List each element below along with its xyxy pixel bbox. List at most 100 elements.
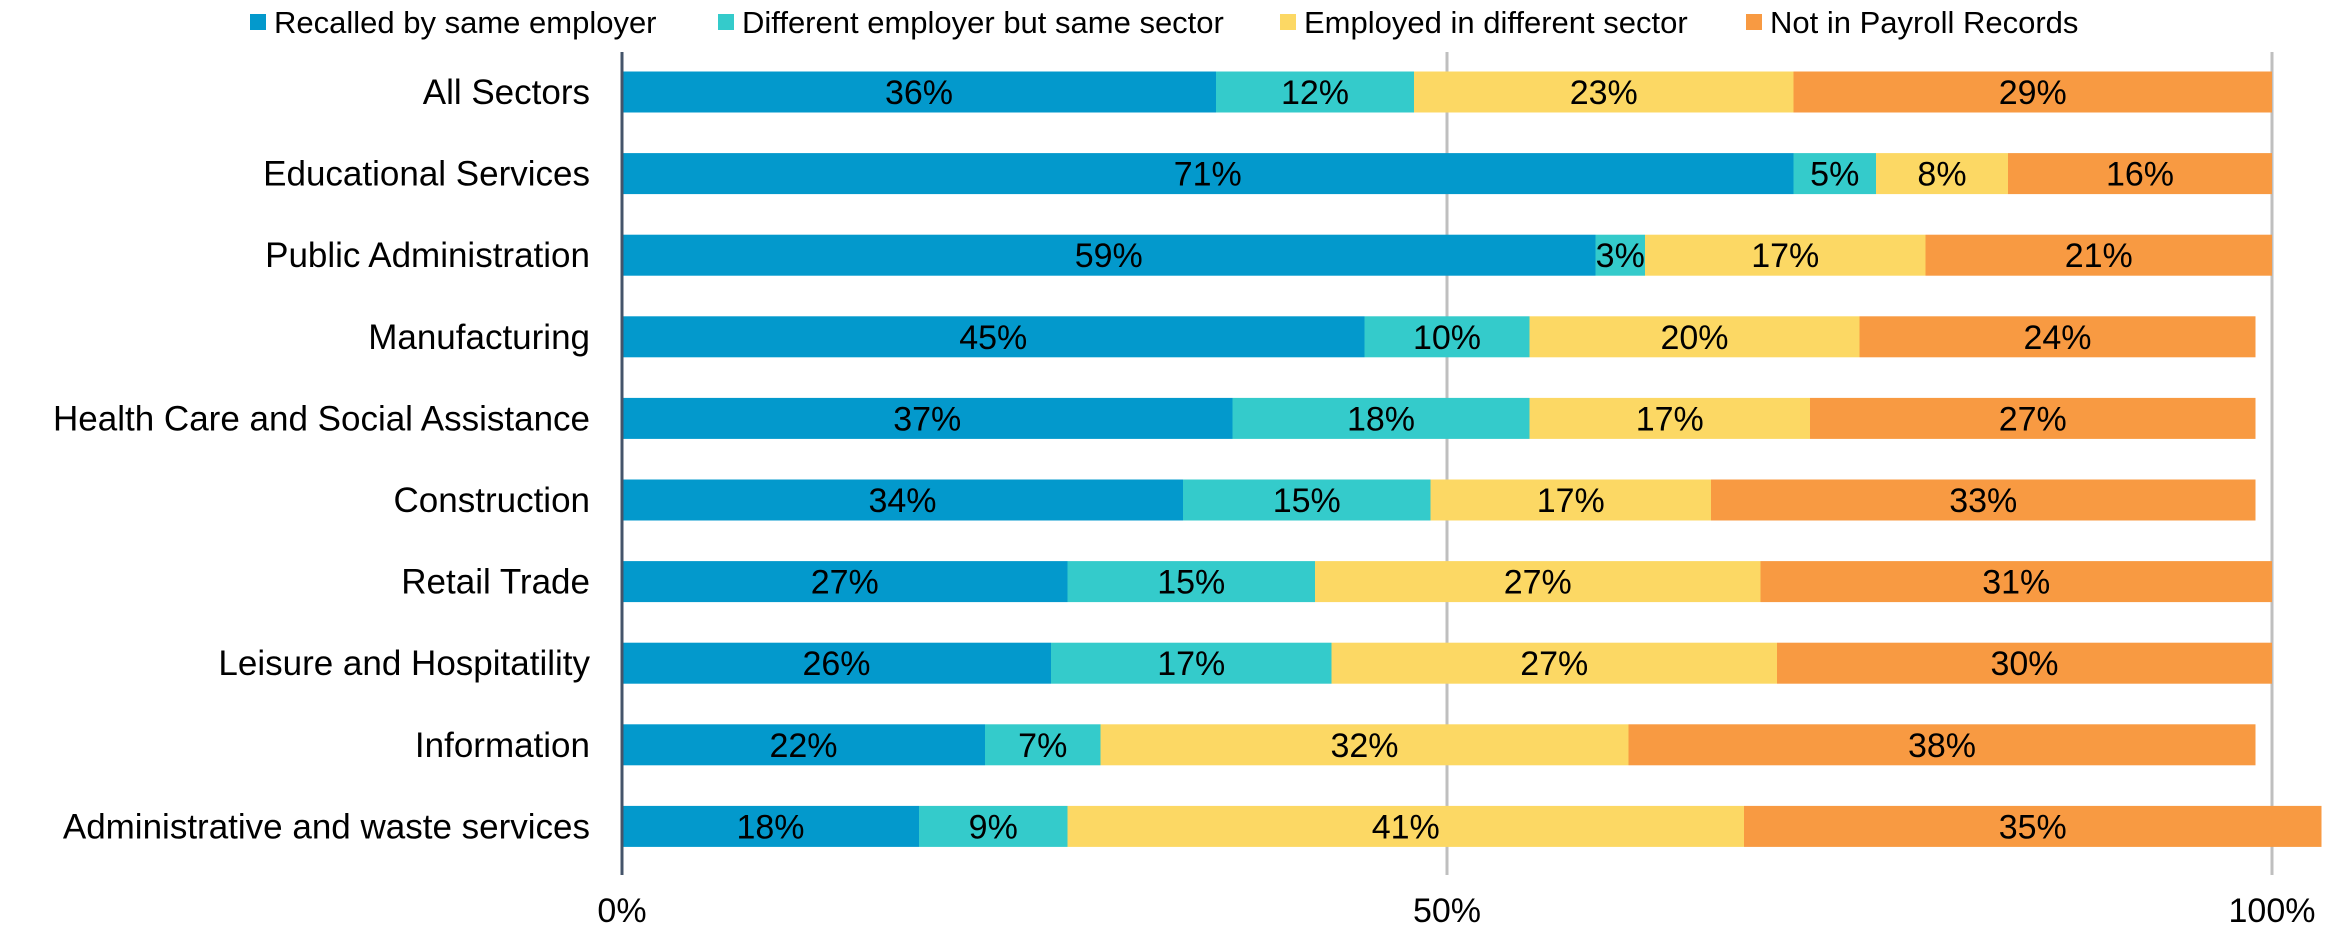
legend-swatch-3: [1746, 14, 1762, 30]
bar-segment-2-0: [622, 234, 1596, 276]
data-label-5-3: 33%: [1949, 482, 2017, 520]
legend-label-0: Recalled by same employer: [274, 5, 657, 40]
bar-segment-4-1: [1232, 397, 1530, 439]
bar-segment-0-3: [1793, 71, 2272, 113]
data-label-4-2: 17%: [1636, 400, 1704, 438]
legend-swatch-0: [250, 14, 266, 30]
bar-segment-6-1: [1067, 561, 1315, 603]
category-label-8: Information: [415, 726, 590, 765]
data-label-0-2: 23%: [1570, 74, 1638, 112]
data-label-5-2: 17%: [1537, 482, 1605, 520]
bar-segment-6-3: [1760, 561, 2272, 603]
category-label-1: Educational Services: [263, 155, 590, 194]
x-tick-labels: 0% 50% 100%: [597, 892, 2315, 930]
data-label-7-2: 27%: [1520, 645, 1588, 683]
bar-segment-1-3: [2008, 153, 2272, 195]
bar-segment-2-2: [1645, 234, 1926, 276]
data-label-9-1: 9%: [969, 808, 1018, 846]
bar-segment-1-2: [1876, 153, 2008, 195]
data-label-2-0: 59%: [1075, 237, 1143, 275]
legend-label-1: Different employer but same sector: [742, 5, 1224, 40]
data-label-4-1: 18%: [1347, 400, 1415, 438]
data-label-1-3: 16%: [2106, 156, 2174, 194]
bar-segment-5-1: [1183, 479, 1431, 521]
bar-segment-4-3: [1810, 397, 2256, 439]
data-label-8-3: 38%: [1908, 727, 1976, 765]
bar-segment-6-2: [1315, 561, 1761, 603]
bar-segment-7-0: [622, 642, 1051, 684]
data-label-7-3: 30%: [1990, 645, 2058, 683]
bar-segment-0-2: [1414, 71, 1794, 113]
data-label-9-0: 18%: [736, 808, 804, 846]
bar-segment-3-1: [1364, 316, 1530, 358]
x-tick-label-2: 100%: [2229, 892, 2316, 930]
bar-segment-2-3: [1925, 234, 2272, 276]
bar-segment-6-0: [622, 561, 1068, 603]
data-label-3-1: 10%: [1413, 319, 1481, 357]
category-label-3: Manufacturing: [368, 318, 590, 357]
data-label-6-3: 31%: [1982, 564, 2050, 602]
bar-segment-8-3: [1628, 724, 2256, 766]
data-label-7-0: 26%: [802, 645, 870, 683]
bar-segment-7-2: [1331, 642, 1777, 684]
bar-segment-5-3: [1711, 479, 2256, 521]
data-label-2-3: 21%: [2065, 237, 2133, 275]
data-label-3-0: 45%: [959, 319, 1027, 357]
data-label-2-1: 3%: [1596, 237, 1645, 275]
bar-segment-7-3: [1777, 642, 2272, 684]
bar-segment-2-1: [1595, 234, 1645, 276]
bar-segment-9-2: [1067, 805, 1744, 847]
data-label-6-0: 27%: [811, 564, 879, 602]
legend-label-3: Not in Payroll Records: [1770, 5, 2078, 40]
bar-segment-7-1: [1051, 642, 1332, 684]
data-label-0-1: 12%: [1281, 74, 1349, 112]
category-label-6: Retail Trade: [401, 563, 590, 602]
bar-segment-8-1: [985, 724, 1101, 766]
bar-segment-9-0: [622, 805, 919, 847]
category-label-7: Leisure and Hospitatility: [218, 644, 590, 683]
legend: Recalled by same employer Different emplo…: [250, 5, 2078, 40]
category-label-0: All Sectors: [423, 73, 590, 112]
bar-segment-5-2: [1430, 479, 1711, 521]
data-label-6-1: 15%: [1157, 564, 1225, 602]
bar-segment-8-2: [1100, 724, 1629, 766]
data-label-1-2: 8%: [1917, 156, 1966, 194]
bar-segment-4-0: [622, 397, 1233, 439]
data-label-0-3: 29%: [1999, 74, 2067, 112]
data-label-6-2: 27%: [1504, 564, 1572, 602]
bar-segment-1-1: [1793, 153, 1876, 195]
data-label-8-2: 32%: [1330, 727, 1398, 765]
data-label-4-0: 37%: [893, 400, 961, 438]
legend-swatch-1: [718, 14, 734, 30]
bar-segment-9-3: [1744, 805, 2322, 847]
data-label-3-2: 20%: [1660, 319, 1728, 357]
data-label-7-1: 17%: [1157, 645, 1225, 683]
bar-segment-8-0: [622, 724, 985, 766]
bar-segment-3-3: [1859, 316, 2256, 358]
x-tick-label-0: 0%: [597, 892, 646, 930]
data-label-0-0: 36%: [885, 74, 953, 112]
bar-segment-1-0: [622, 153, 1794, 195]
bar-segment-3-0: [622, 316, 1365, 358]
bar-segment-5-0: [622, 479, 1183, 521]
bar-segment-9-1: [919, 805, 1068, 847]
data-label-8-1: 7%: [1018, 727, 1067, 765]
category-label-5: Construction: [394, 481, 590, 520]
legend-swatch-2: [1280, 14, 1296, 30]
data-label-8-0: 22%: [769, 727, 837, 765]
x-tick-label-1: 50%: [1413, 892, 1481, 930]
bars: 36% 12% 23% 29% 71% 5% 8% 16% 59% 3% 17% 21% 45% 10% 2…: [622, 71, 2322, 847]
bar-segment-0-1: [1216, 71, 1414, 113]
data-label-9-2: 41%: [1372, 808, 1440, 846]
data-label-5-1: 15%: [1273, 482, 1341, 520]
data-label-5-0: 34%: [868, 482, 936, 520]
bar-segment-0-0: [622, 71, 1216, 113]
category-labels: All Sectors Educational Services Public Ad…: [53, 73, 590, 846]
legend-label-2: Employed in different sector: [1304, 5, 1688, 40]
data-label-3-3: 24%: [2023, 319, 2091, 357]
data-label-4-3: 27%: [1999, 400, 2067, 438]
data-label-1-0: 71%: [1174, 156, 1242, 194]
bar-segment-4-2: [1529, 397, 1810, 439]
